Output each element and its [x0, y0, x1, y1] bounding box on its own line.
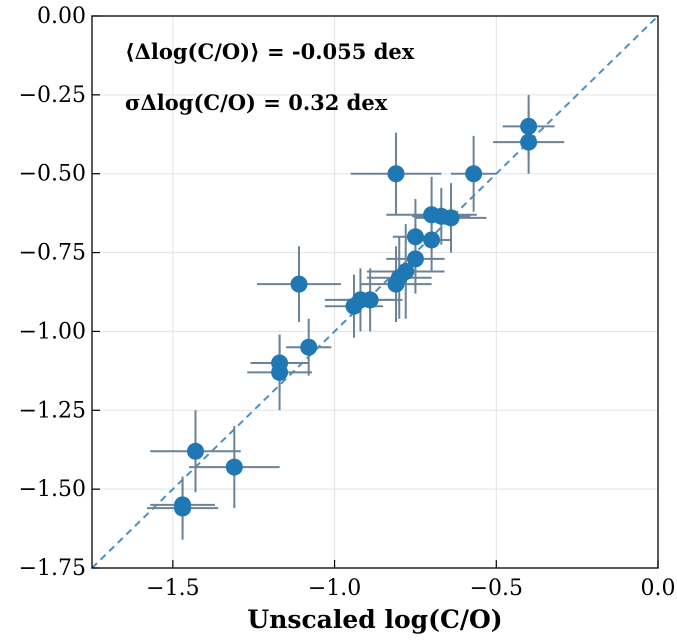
x-tick-label: 0.0 — [641, 576, 676, 601]
y-tick-label: −0.50 — [19, 162, 86, 187]
data-point — [520, 133, 538, 151]
data-point — [345, 297, 363, 315]
y-tick-label: −1.75 — [19, 556, 86, 581]
x-axis-title: Unscaled log(C/O) — [247, 605, 502, 634]
x-tick-label: −0.5 — [470, 576, 523, 601]
axis-ticks: −1.5 −1.0 −0.5 0.0 0.00 −0.25 −0.50 −0.75 −1.00 −… — [19, 4, 676, 601]
error-bars — [146, 94, 565, 540]
y-tick-label: −0.75 — [19, 241, 86, 266]
data-point — [406, 228, 424, 246]
data-points — [174, 117, 538, 517]
data-point — [387, 275, 405, 293]
data-point — [174, 499, 192, 517]
data-point — [406, 250, 424, 268]
y-tick-label: −1.00 — [19, 319, 86, 344]
y-tick-label: −0.25 — [19, 83, 86, 108]
data-point — [465, 165, 483, 183]
y-tick-label: −1.25 — [19, 398, 86, 423]
data-point — [442, 209, 460, 227]
data-point — [271, 363, 289, 381]
mean-offset-annotation: ⟨Δlog(C/O)⟩ = -0.055 dex — [125, 39, 415, 64]
plot-frame — [91, 15, 659, 569]
data-point — [361, 291, 379, 309]
y-tick-label: 0.00 — [37, 4, 86, 29]
y-tick-label: −1.50 — [19, 477, 86, 502]
annotations: ⟨Δlog(C/O)⟩ = -0.055 dex σΔlog(C/O) = 0.… — [125, 39, 415, 115]
data-point — [186, 442, 204, 460]
data-point — [290, 275, 308, 293]
data-point — [300, 338, 318, 356]
scatter-annotation: σΔlog(C/O) = 0.32 dex — [125, 90, 388, 115]
data-point — [520, 117, 538, 135]
data-point — [225, 458, 243, 476]
data-point — [387, 165, 405, 183]
data-point — [423, 231, 441, 249]
x-tick-label: −1.0 — [308, 576, 361, 601]
x-tick-label: −1.5 — [146, 576, 199, 601]
